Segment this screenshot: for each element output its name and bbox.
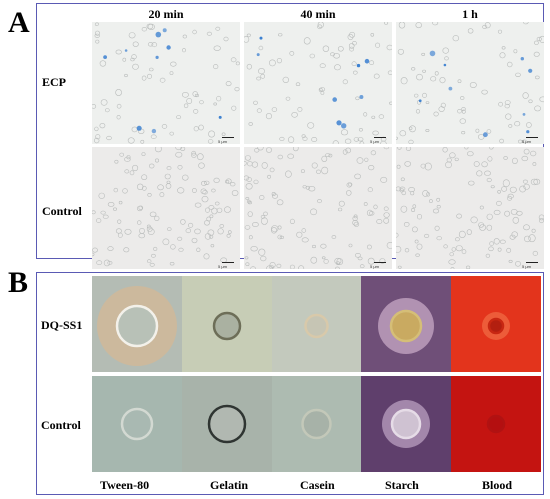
scale-bar: 5 μm	[522, 262, 538, 269]
plate-dq-ss1-blood	[451, 276, 541, 372]
scale-bar: 5 μm	[370, 137, 386, 144]
row-label-control-a: Control	[42, 204, 82, 218]
plate-control-casein	[272, 376, 361, 472]
panel-b-letter: B	[8, 266, 29, 299]
scale-bar-label: 5 μm	[522, 139, 531, 144]
row-label-control-b: Control	[41, 418, 81, 432]
label-blood: Blood	[482, 478, 513, 492]
plate-dq-ss1-tween	[92, 276, 182, 372]
plate-control-starch	[361, 376, 451, 472]
plate-dq-ss1-casein	[272, 276, 361, 372]
plate-control-tween	[92, 376, 182, 472]
row-label-dq-ss1: DQ-SS1	[41, 318, 83, 332]
scale-bar: 5 μm	[218, 262, 234, 269]
label-casein: Casein	[300, 478, 335, 492]
scale-bar-label: 5 μm	[370, 139, 379, 144]
micrograph-control-1-h: 5 μm	[396, 147, 544, 269]
plate-control-blood	[451, 376, 541, 472]
micrograph-ecp-20-min: 5 μm	[92, 22, 240, 144]
label-gelatin: Gelatin	[210, 478, 248, 492]
plate-dq-ss1-starch	[361, 276, 451, 372]
scale-bar-label: 5 μm	[370, 264, 379, 269]
plate-dq-ss1-gelatin	[182, 276, 272, 372]
scale-bar-label: 5 μm	[522, 264, 531, 269]
micrograph-ecp-40-min: 5 μm	[244, 22, 392, 144]
scale-bar: 5 μm	[522, 137, 538, 144]
label-tween-80: Tween-80	[100, 478, 150, 492]
panel-b-frame	[36, 272, 544, 495]
plate-control-gelatin	[182, 376, 272, 472]
micrograph-control-20-min: 5 μm	[92, 147, 240, 269]
column-label-20-min: 20 min	[148, 7, 184, 21]
scale-bar: 5 μm	[218, 137, 234, 144]
scale-bar-label: 5 μm	[218, 264, 227, 269]
scale-bar-label: 5 μm	[218, 139, 227, 144]
column-label-40-min: 40 min	[300, 7, 336, 21]
scale-bar: 5 μm	[370, 262, 386, 269]
column-label-1-h: 1 h	[462, 7, 478, 21]
micrograph-control-40-min: 5 μm	[244, 147, 392, 269]
row-label-ecp: ECP	[42, 75, 66, 89]
label-starch: Starch	[385, 478, 419, 492]
micrograph-ecp-1-h: 5 μm	[396, 22, 544, 144]
panel-a-letter: A	[8, 6, 30, 39]
